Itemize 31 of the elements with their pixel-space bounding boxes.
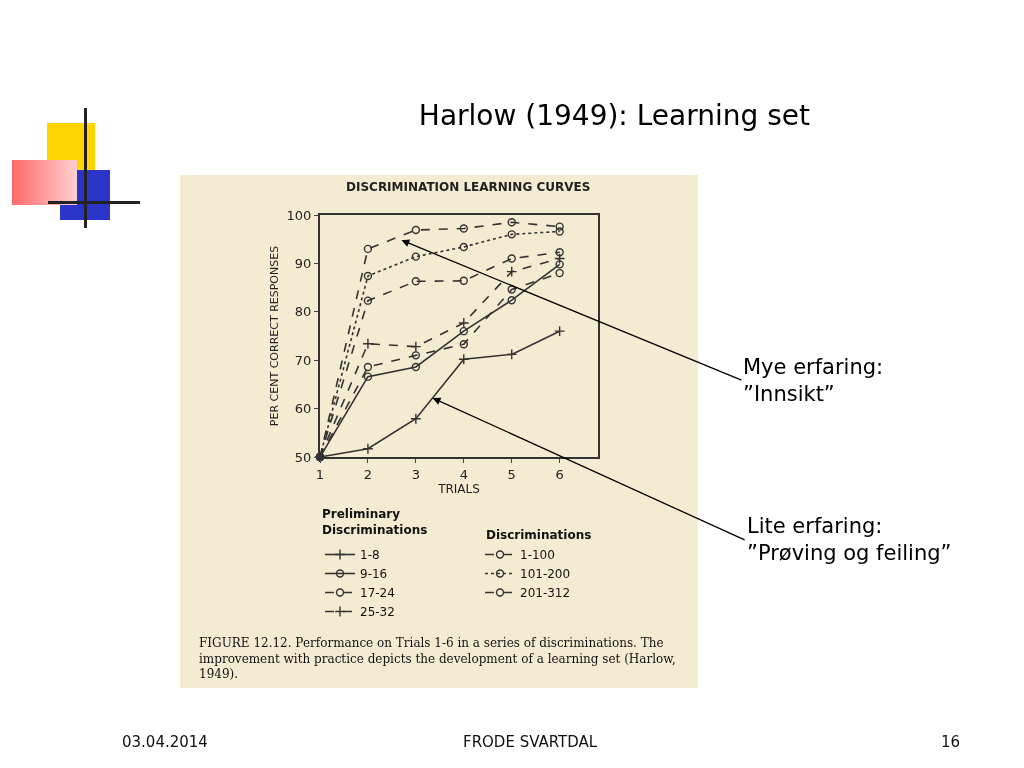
x-tick-label: 4 xyxy=(459,466,468,482)
x-tick-label: 1 xyxy=(315,466,325,482)
text: 16 xyxy=(941,733,961,751)
text: 03.04.2014 xyxy=(122,733,208,751)
annotation: Lite erfaring: ”Prøving og feiling” xyxy=(747,514,952,566)
y-tick-label: 80 xyxy=(294,304,312,320)
annotation: Mye erfaring: ”Innsikt” xyxy=(743,355,884,407)
y-tick-label: 100 xyxy=(286,207,312,223)
text: FRODE SVARTDAL xyxy=(463,733,598,751)
y-tick-label: 60 xyxy=(294,401,312,417)
y-tick-label: 90 xyxy=(294,255,312,271)
legend-label: 25-32 xyxy=(360,605,395,620)
legend-label: 201-312 xyxy=(520,586,571,601)
legend-label: 9-16 xyxy=(360,567,388,582)
chart-subtitle: DISCRIMINATION LEARNING CURVES xyxy=(346,180,591,194)
y-tick-label: 70 xyxy=(294,352,312,368)
x-tick-label: 5 xyxy=(507,466,516,482)
legend-label: 17-24 xyxy=(360,586,395,601)
legend-label: 1-8 xyxy=(360,548,380,563)
text: Preliminary Discriminations xyxy=(322,507,428,537)
caption: FIGURE 12.12. Performance on Trials 1-6 in a series of discriminations. The improvement with practice depicts the development of a learning set (Harlow, 1949). xyxy=(199,636,676,682)
x-axis-title: TRIALS xyxy=(437,482,480,496)
legend-label: 101-200 xyxy=(520,567,571,582)
y-axis-title: PER CENT CORRECT RESPONSES xyxy=(267,245,281,427)
x-tick-label: 6 xyxy=(555,466,564,482)
y-tick-label: 50 xyxy=(294,449,312,465)
legend-label: 1-100 xyxy=(520,548,555,563)
x-tick-label: 2 xyxy=(363,466,373,482)
chart-title: Harlow (1949): Learning set xyxy=(418,98,810,132)
text: Discriminations xyxy=(486,528,592,542)
x-tick-label: 3 xyxy=(411,466,420,482)
